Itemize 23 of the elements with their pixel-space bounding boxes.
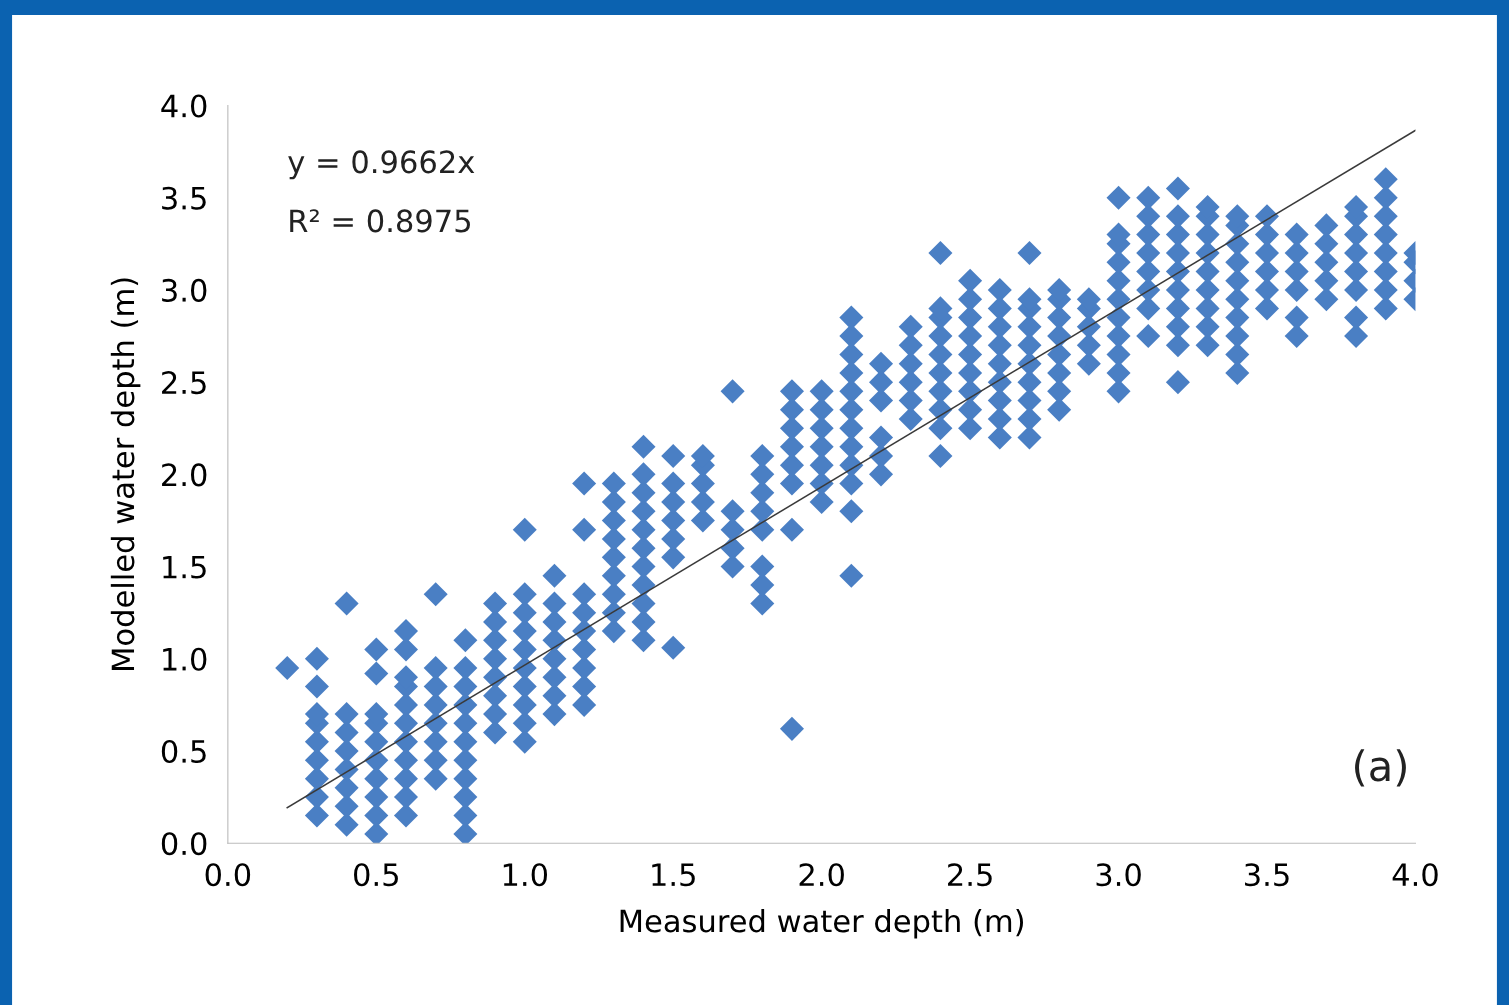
x-tick-label: 1.0 xyxy=(503,863,548,887)
y-tick-label: 3.0 xyxy=(162,278,207,302)
x-axis-title: Measured water depth (m) xyxy=(620,908,1024,939)
y-tick-label: 0.0 xyxy=(161,832,207,856)
y-tick-label: 3.5 xyxy=(162,186,206,210)
y-tick-label: 1.0 xyxy=(163,647,207,671)
x-tick-label: 0.0 xyxy=(205,863,251,887)
x-tick-label: 2.5 xyxy=(948,863,992,887)
x-tick-label: 3.5 xyxy=(1245,863,1289,887)
annotation: y = 0.9662x xyxy=(288,150,475,180)
x-tick-label: 4.0 xyxy=(1392,863,1438,887)
y-tick-label: 2.5 xyxy=(162,371,206,395)
y-tick-label: 4.0 xyxy=(161,94,207,118)
x-tick-label: 1.5 xyxy=(652,863,695,887)
y-tick-label: 1.5 xyxy=(163,555,206,579)
y-tick-label: 2.0 xyxy=(162,463,207,487)
x-tick-label: 0.5 xyxy=(354,863,398,887)
x-tick-label: 3.0 xyxy=(1096,863,1141,887)
x-tick-label: 2.0 xyxy=(799,863,844,887)
y-axis-title: Modelled water depth (m) xyxy=(110,278,141,670)
annotation: R² = 0.8975 xyxy=(290,209,470,233)
annotation: (a) xyxy=(1355,749,1406,787)
y-tick-label: 0.5 xyxy=(161,739,206,764)
